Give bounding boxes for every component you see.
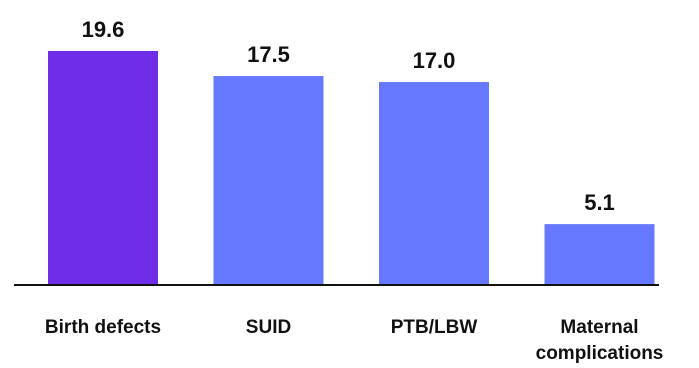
bar-1 [213,76,324,285]
category-label-0-line-0: Birth defects [45,317,161,338]
category-label-2: PTB/LBW [391,317,478,338]
category-label-0: Birth defects [45,317,161,338]
value-label-0: 19.6 [82,17,125,42]
bars-group [48,51,655,285]
value-label-2: 17.0 [413,48,456,73]
value-label-3: 5.1 [584,190,615,215]
bar-0 [48,51,158,285]
bar-3 [544,224,655,285]
value-label-1: 17.5 [247,42,290,67]
category-labels-group: Birth defects SUID PTB/LBW Maternal complica… [45,317,663,364]
category-label-1-line-0: SUID [246,317,291,338]
category-label-3: Maternal complications [536,317,664,364]
bar-2 [379,82,489,285]
category-label-3-line-0: Maternal [560,317,638,338]
category-label-3-line-1: complications [536,343,664,364]
category-label-1: SUID [246,317,291,338]
category-label-2-line-0: PTB/LBW [391,317,478,338]
value-labels-group: 19.6 17.5 17.0 5.1 [82,17,615,215]
